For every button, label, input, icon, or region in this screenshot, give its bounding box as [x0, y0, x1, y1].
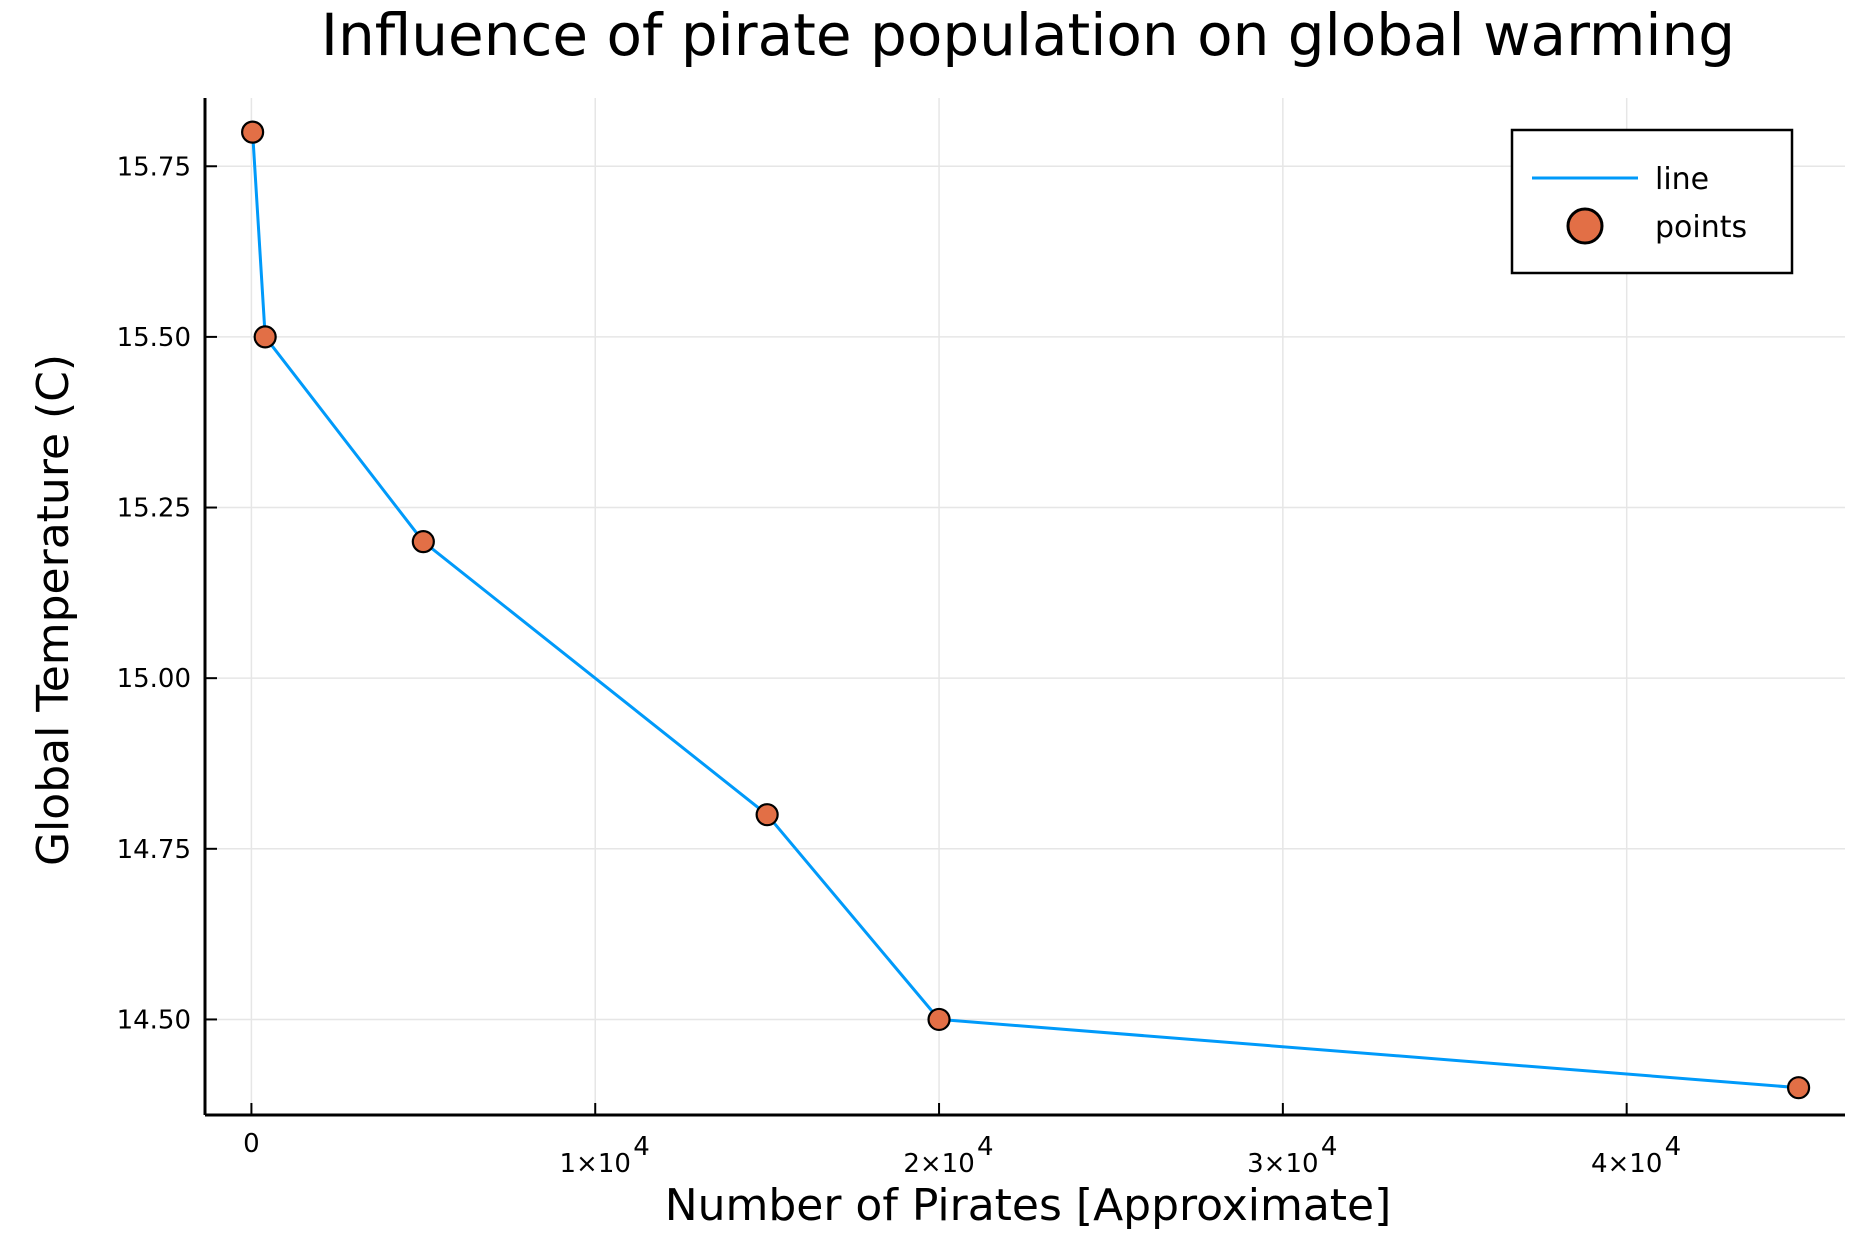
data-point-4	[927, 1007, 951, 1032]
legend-line-label: line	[1655, 162, 1709, 197]
data-point-1	[253, 325, 277, 349]
data-point-5	[1786, 1076, 1811, 1100]
legend: line points	[1510, 128, 1794, 275]
axes	[203, 98, 1845, 1117]
y-tick-label-3: 15.25	[117, 494, 191, 524]
x-tick-label-0: 0	[243, 1129, 260, 1159]
y-tick-label-4: 15.50	[117, 323, 191, 353]
chart-title: Influence of pirate population on global…	[321, 1, 1735, 69]
legend-points-label: points	[1655, 210, 1747, 245]
data-point-3	[755, 803, 779, 827]
y-tick-label-5: 15.75	[117, 152, 191, 182]
y-tick-labels: 14.50 14.75 15.00 15.25 15.50 15.75	[117, 152, 191, 1035]
x-tick-label-4: 4×10	[1591, 1149, 1662, 1179]
plot-series	[241, 120, 1811, 1100]
x-axis-title: Number of Pirates [Approximate]	[665, 1180, 1392, 1231]
y-tick-label-2: 15.00	[117, 664, 191, 694]
data-point-0	[241, 120, 265, 144]
x-tick-exponent-4: 4	[1665, 1132, 1682, 1162]
x-tick-label-2: 2×10	[903, 1149, 974, 1179]
x-tick-exponent-3: 4	[1321, 1132, 1338, 1162]
x-tick-label-3: 3×10	[1247, 1149, 1318, 1179]
legend-box	[1510, 128, 1794, 275]
y-tick-label-1: 14.75	[117, 835, 191, 865]
data-point-2	[411, 530, 435, 554]
series-line	[251, 132, 1799, 1090]
x-tick-exponent-1: 4	[633, 1132, 650, 1162]
legend-point-swatch	[1566, 207, 1604, 245]
y-tick-label-0: 14.50	[117, 1005, 191, 1035]
x-tick-label-1: 1×10	[560, 1149, 631, 1179]
x-tick-exponent-2: 4	[977, 1132, 994, 1162]
y-axis-title: Global Temperature (C)	[28, 354, 79, 866]
